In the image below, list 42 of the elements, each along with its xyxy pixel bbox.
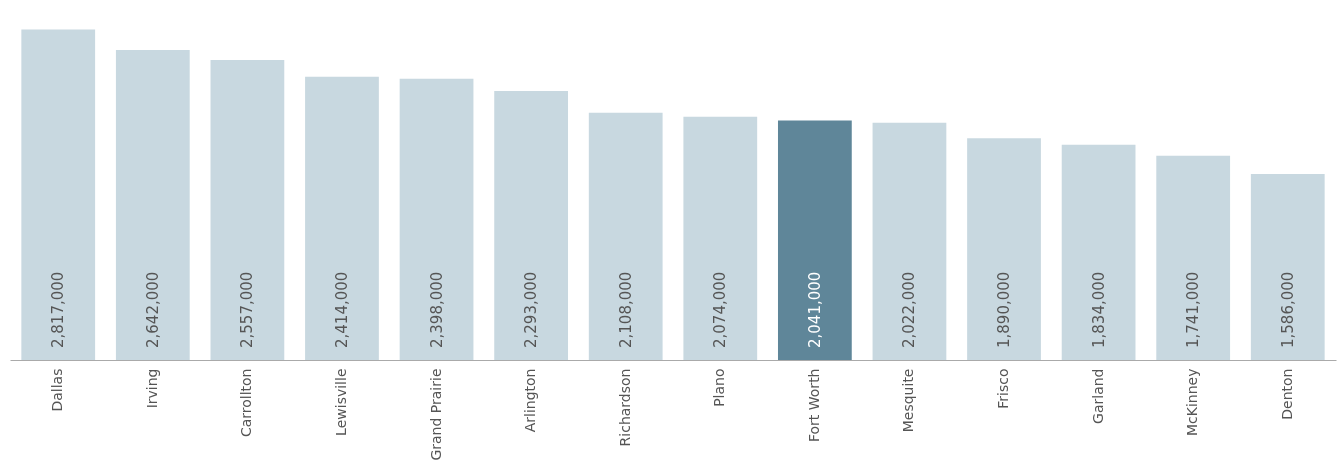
bar <box>1156 155 1231 360</box>
bar <box>1250 173 1325 360</box>
x-tick-label: Arlington <box>522 368 539 433</box>
x-tick-label: Denton <box>1278 368 1295 420</box>
data-label: 2,108,000 <box>616 271 635 348</box>
bar <box>115 50 190 360</box>
bar <box>967 138 1041 360</box>
x-tick-label: Mesquite <box>900 368 917 433</box>
data-label: 2,293,000 <box>522 271 541 348</box>
bar <box>872 122 947 360</box>
x-tick-label: Grand Prairie <box>427 368 444 461</box>
bar <box>305 76 379 360</box>
data-label: 1,890,000 <box>995 271 1014 348</box>
bar <box>588 112 663 360</box>
x-tick-label: Dallas <box>49 368 66 412</box>
bar <box>399 78 474 360</box>
x-tick-label: Frisco <box>995 368 1012 409</box>
x-tick-label: Carrollton <box>238 368 255 438</box>
x-tick-label: Plano <box>711 368 728 407</box>
bar <box>777 120 852 360</box>
data-label: 2,642,000 <box>143 271 162 348</box>
data-label: 2,414,000 <box>332 271 351 348</box>
data-label: 2,817,000 <box>49 271 68 348</box>
bar <box>1061 144 1136 360</box>
bar <box>494 90 569 360</box>
data-label: 2,398,000 <box>427 271 446 348</box>
bar <box>210 59 285 360</box>
data-label: 2,074,000 <box>711 271 730 348</box>
x-tick-label: Lewisville <box>332 368 349 436</box>
data-label: 2,022,000 <box>900 271 919 348</box>
bar <box>21 29 96 360</box>
x-tick-label: Richardson <box>616 368 633 447</box>
data-label: 1,586,000 <box>1278 271 1297 348</box>
data-label: 1,834,000 <box>1089 271 1108 348</box>
x-tick-label: Fort Worth <box>805 368 822 443</box>
data-label: 2,041,000 <box>805 271 824 348</box>
x-tick-label: Garland <box>1089 368 1106 424</box>
bar <box>683 116 758 360</box>
x-tick-label: McKinney <box>1184 368 1201 436</box>
x-tick-label: Irving <box>143 368 160 409</box>
data-label: 1,741,000 <box>1184 271 1203 348</box>
data-label: 2,557,000 <box>238 271 257 348</box>
